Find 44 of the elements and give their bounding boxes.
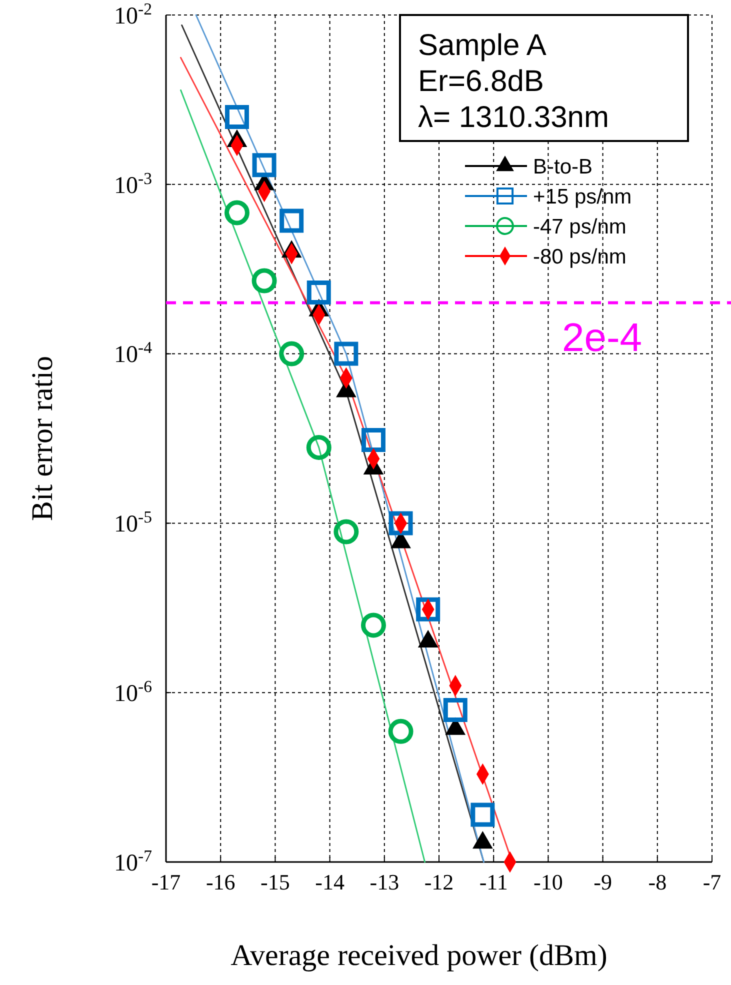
point <box>306 280 331 305</box>
x-tick-label: -15 <box>260 870 290 895</box>
x-tick-label: -11 <box>479 870 508 895</box>
point <box>360 612 386 638</box>
point <box>334 342 358 366</box>
legend-label: -80 ps/nm <box>533 245 626 268</box>
point <box>224 200 250 226</box>
y-axis-title: Bit error ratio <box>26 356 59 521</box>
point <box>416 597 440 622</box>
x-tick-label: -14 <box>315 870 344 895</box>
x-tick-label: -16 <box>206 870 236 895</box>
x-tick-label: -8 <box>648 870 667 895</box>
legend-label: -47 ps/nm <box>533 215 626 238</box>
point <box>388 511 413 536</box>
y-tick-label: 10$^{-7}$ <box>114 846 152 876</box>
point <box>279 341 304 366</box>
y-tick-label: 10$^{-6}$ <box>114 676 152 707</box>
y-tick-label: 10$^{-2}$ <box>114 0 152 30</box>
ref-line-label: 2e-4 <box>562 316 642 360</box>
x-axis-title: Average received power (dBm) <box>230 939 608 972</box>
point <box>470 802 495 827</box>
point <box>361 428 386 452</box>
y-tick-label: 10$^{-3}$ <box>114 168 152 199</box>
point <box>252 153 276 178</box>
point <box>306 434 332 460</box>
point <box>334 519 359 544</box>
point <box>224 104 249 129</box>
annotation: Er=6.8dB <box>418 65 544 98</box>
x-tick-label: -7 <box>702 870 722 895</box>
legend-label: +15 ps/nm <box>533 185 632 208</box>
annotation: Sample A <box>418 29 546 62</box>
x-tick-label: -17 <box>151 870 181 895</box>
x-tick-label: -12 <box>424 870 454 895</box>
point <box>443 698 468 722</box>
x-tick-label: -9 <box>594 870 612 895</box>
annotation: λ= 1310.33nm <box>418 101 609 134</box>
point <box>280 208 304 233</box>
y-tick-label: 10$^{-5}$ <box>114 507 152 538</box>
legend-label: B-to-B <box>533 155 593 178</box>
point <box>388 718 414 744</box>
point <box>252 268 277 294</box>
x-tick-label: -10 <box>534 870 563 895</box>
y-tick-label: 10$^{-4}$ <box>114 338 153 368</box>
x-tick-label: -13 <box>370 870 400 895</box>
